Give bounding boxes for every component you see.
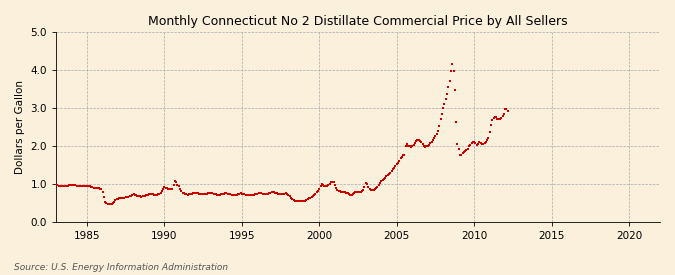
Y-axis label: Dollars per Gallon: Dollars per Gallon xyxy=(15,80,25,174)
Title: Monthly Connecticut No 2 Distillate Commercial Price by All Sellers: Monthly Connecticut No 2 Distillate Comm… xyxy=(148,15,568,28)
Text: Source: U.S. Energy Information Administration: Source: U.S. Energy Information Administ… xyxy=(14,263,227,272)
